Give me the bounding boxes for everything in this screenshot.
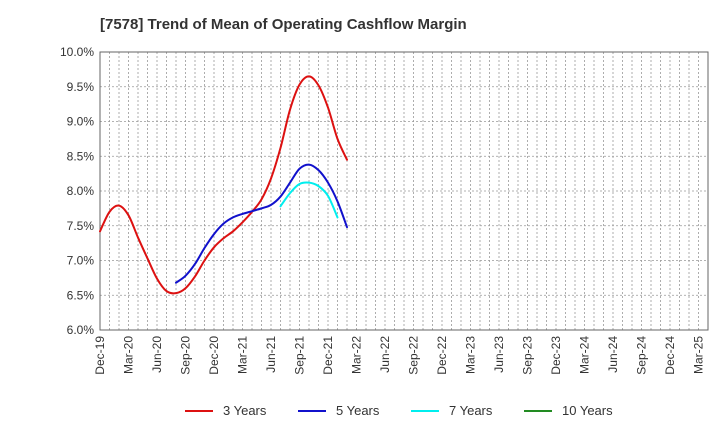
x-tick-label: Dec-22 <box>435 336 449 375</box>
x-tick-label: Dec-24 <box>663 336 677 375</box>
series-line-5-years <box>175 163 348 284</box>
legend-label-10-years: 10 Years <box>562 403 613 418</box>
x-tick-label: Jun-21 <box>264 336 278 373</box>
plot-frame <box>99 51 709 331</box>
x-tick-label: Dec-20 <box>207 336 221 375</box>
x-tick-label: Sep-23 <box>521 336 535 375</box>
y-tick-label: 7.5% <box>67 219 95 233</box>
x-tick-label: Dec-23 <box>549 336 563 375</box>
series-line-3-years <box>99 75 348 295</box>
series-line-7-years <box>279 181 339 219</box>
chart-title: [7578] Trend of Mean of Operating Cashfl… <box>100 16 467 33</box>
y-tick-label: 9.5% <box>67 80 95 94</box>
y-tick-label: 8.5% <box>67 149 95 163</box>
y-tick-label: 6.5% <box>67 288 95 302</box>
y-tick-label: 8.0% <box>67 184 95 198</box>
x-tick-label: Dec-19 <box>93 336 107 375</box>
x-tick-label: Sep-22 <box>407 336 421 375</box>
x-tick-label: Jun-22 <box>378 336 392 373</box>
y-tick-label: 9.0% <box>67 115 95 129</box>
x-tick-label: Jun-23 <box>492 336 506 373</box>
x-tick-label: Jun-24 <box>606 336 620 373</box>
x-tick-label: Mar-22 <box>350 336 364 374</box>
x-tick-label: Sep-21 <box>293 336 307 375</box>
x-tick-label: Dec-21 <box>321 336 335 375</box>
x-tick-label: Sep-20 <box>179 336 193 375</box>
x-tick-label: Mar-25 <box>692 336 706 374</box>
legend-label-5-years: 5 Years <box>336 403 380 418</box>
x-tick-label: Mar-20 <box>122 336 136 374</box>
x-tick-label: Mar-21 <box>236 336 250 374</box>
y-tick-label: 6.0% <box>67 323 95 337</box>
y-tick-label: 10.0% <box>60 45 94 59</box>
x-tick-label: Mar-24 <box>578 336 592 374</box>
x-tick-label: Jun-20 <box>150 336 164 373</box>
legend-label-7-years: 7 Years <box>449 403 493 418</box>
plot-area: 6.0% 6.5% 7.0% 7.5% 8.0% 8.5% 9.0% 9.5% 10.0% Dec… <box>60 45 709 375</box>
x-tick-label: Sep-24 <box>635 336 649 375</box>
legend-label-3-years: 3 Years <box>223 403 267 418</box>
x-tick-label: Mar-23 <box>464 336 478 374</box>
y-tick-label: 7.0% <box>67 254 95 268</box>
legend: 3 Years 5 Years 7 Years 10 Years <box>185 403 613 418</box>
